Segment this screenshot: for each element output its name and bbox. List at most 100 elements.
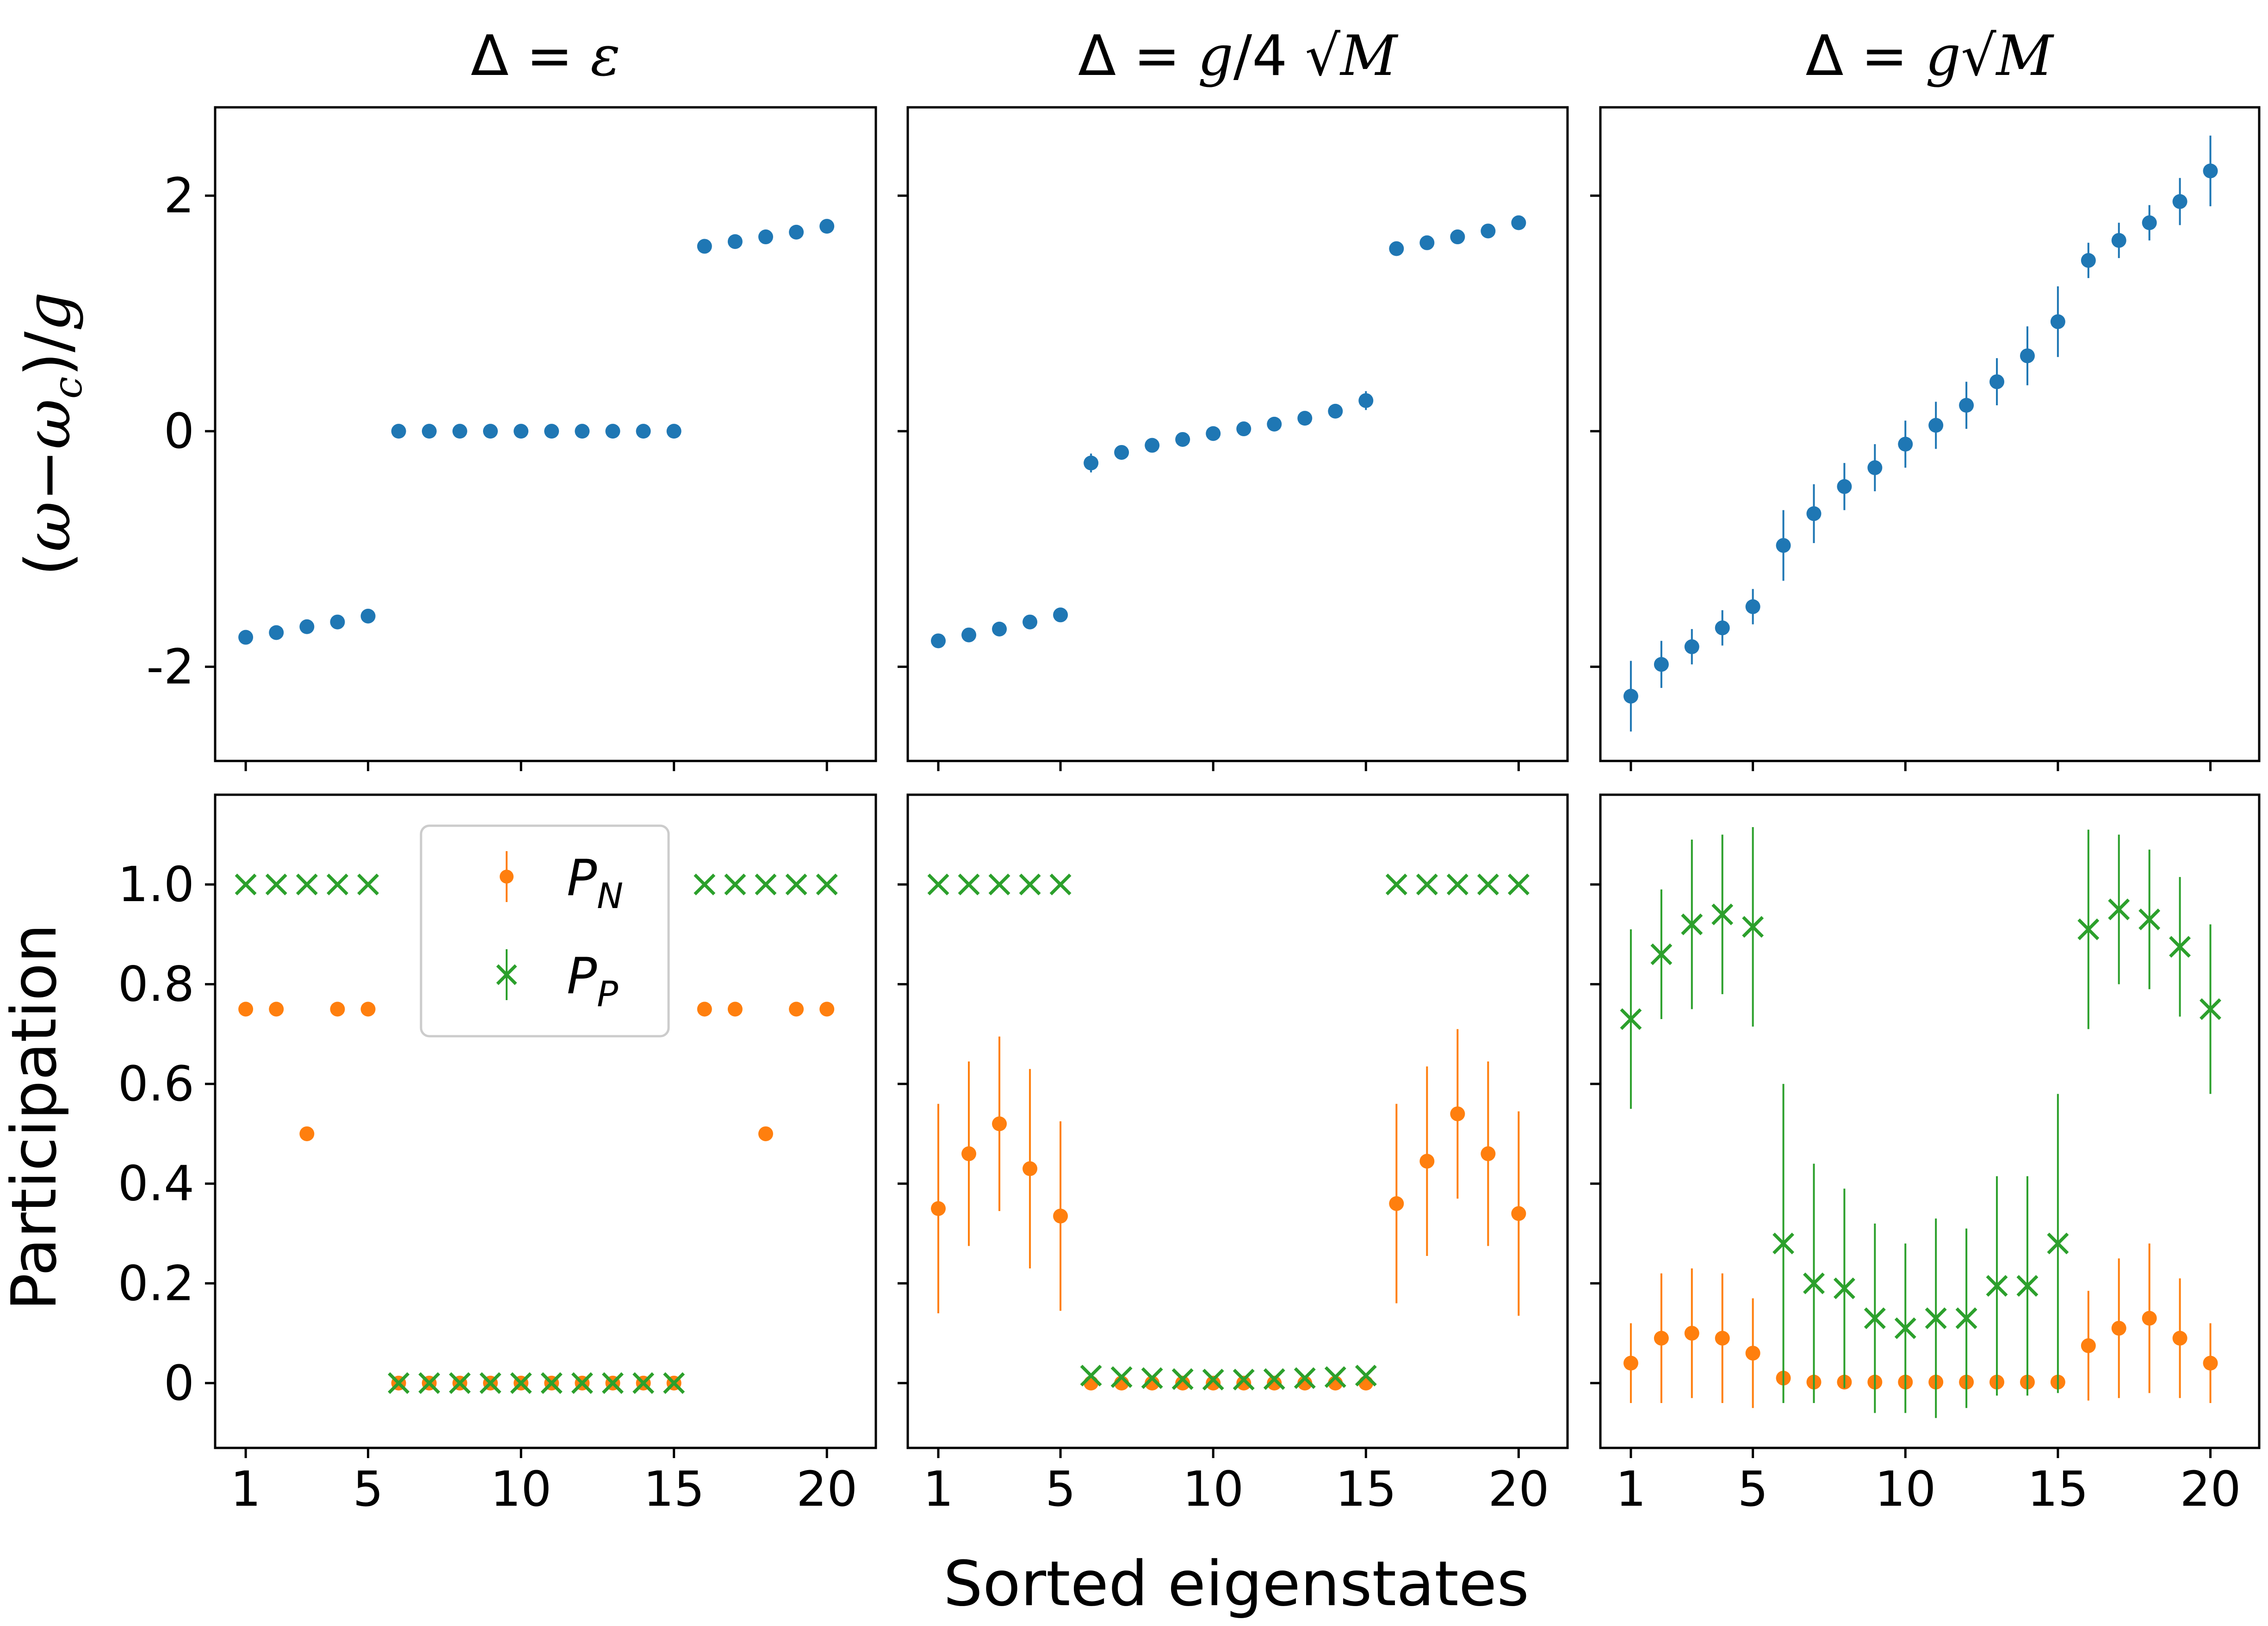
data-point [961,627,977,643]
title-col-3: Δ = g√M [1805,24,2054,88]
data-point [1989,374,2005,389]
data-point [2203,1355,2218,1371]
legend-label-pn: PN [567,849,623,916]
data-point [1623,688,1638,704]
data-point [1955,1307,1977,1329]
data-point [1806,506,1822,521]
axes-frame [906,106,1569,762]
data-point [819,1002,835,1017]
data-point [2081,1338,2096,1354]
axes-frame [906,793,1569,1449]
panel-top-2 [898,106,1569,771]
data-point [1986,1275,2008,1297]
data-point [816,873,838,896]
data-point [2016,1275,2039,1297]
data-point [727,1002,743,1017]
data-point [1481,223,1496,239]
data-point [1389,1196,1404,1211]
data-point [540,1372,563,1394]
legend-marker-pn [500,851,514,902]
data-point [421,424,437,439]
data-point [1620,1008,1642,1030]
data-point [1419,1154,1435,1169]
data-point [1355,1365,1377,1387]
data-point [2200,998,2221,1020]
x-tick-label: 15 [2027,1461,2088,1517]
series-omega [1623,136,2218,732]
x-tick-label: 5 [353,1461,383,1517]
x-tick-label: 5 [1045,1461,1076,1517]
data-point [1236,421,1252,437]
data-point [1267,1375,1282,1391]
series-pp [927,873,1530,1391]
data-point [992,1116,1007,1131]
data-point [1623,1355,1638,1371]
data-point [1049,873,1072,896]
data-point [1776,538,1791,553]
x-tick-label: 15 [643,1461,704,1517]
data-point [1145,438,1160,453]
axes-frame [1599,106,2261,762]
data-point [789,1002,804,1017]
data-point [1084,1375,1099,1391]
data-point [2111,1321,2126,1336]
data-point [1446,873,1469,896]
y-tick-label: 0.8 [118,956,194,1013]
data-point [927,873,949,896]
data-point [1864,1307,1886,1329]
data-point [697,1002,712,1017]
data-point [330,1002,345,1017]
data-point [238,630,254,645]
data-point [1511,1206,1526,1221]
x-tick-label: 1 [923,1461,954,1517]
data-point [452,424,467,439]
data-point [483,424,498,439]
data-point [1715,1330,1730,1346]
data-point [1654,657,1669,672]
data-point [601,1372,624,1394]
data-point [1745,1346,1760,1361]
x-tick-label: 20 [2180,1461,2241,1517]
data-point [1294,1367,1316,1389]
data-point [1684,639,1699,655]
panel-bottom-3: 1 5 10 15 20 [1590,793,2261,1517]
y-tick-label: 0.2 [118,1255,194,1311]
title-col-1: Δ = ε [471,24,620,88]
data-point [1019,873,1041,896]
data-point [1267,416,1282,432]
data-point [1053,607,1068,623]
data-point [2077,918,2100,940]
data-point [1145,1375,1160,1391]
axes-frame [214,106,877,762]
ylabel-top: (ω−ωc)/g [12,292,91,576]
data-point [1358,1375,1374,1391]
data-point [235,873,257,896]
data-point [2203,163,2218,179]
data-point [1114,445,1129,460]
data-point [1507,873,1530,896]
data-point [1110,1366,1133,1388]
data-point [1803,1272,1825,1294]
axes-frame [214,793,877,1449]
data-point [758,1126,773,1141]
xlabel: Sorted eigenstates [943,1548,1529,1620]
data-point [1837,479,1852,494]
data-point [1650,943,1673,965]
data-point [2111,233,2126,248]
data-point [514,424,529,439]
data-point [360,1002,376,1017]
data-point [391,424,406,439]
data-point [1171,1368,1194,1390]
data-point [694,873,716,896]
data-point [2172,194,2187,209]
data-point [789,224,804,240]
data-point [1297,411,1313,426]
legend-frame [420,824,670,1038]
y-tick-label: 0 [164,1355,194,1411]
data-point [299,619,315,634]
data-point [992,621,1007,637]
data-point [1925,1307,1947,1329]
data-point [666,424,682,439]
x-tick-label: 5 [1738,1461,1768,1517]
x-tick-label: 10 [1875,1461,1936,1517]
